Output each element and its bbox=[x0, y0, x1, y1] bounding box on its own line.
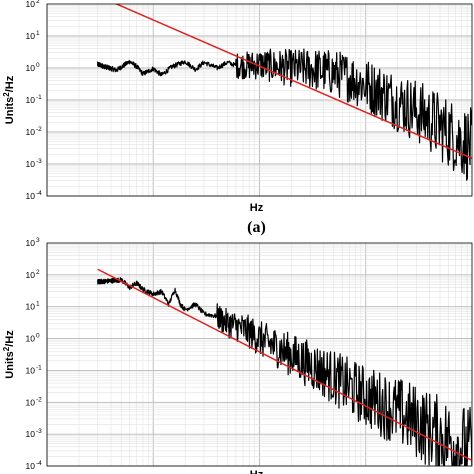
panel-a-x-axis-label: Hz bbox=[250, 202, 264, 214]
y-tick-label: 10-3 bbox=[26, 158, 43, 169]
panel-a-series bbox=[97, 4, 472, 181]
y-tick-label: 101 bbox=[26, 30, 40, 41]
panel-a-gridlines bbox=[46, 4, 472, 197]
y-tick-label: 10-2 bbox=[26, 126, 43, 137]
panel-a-label: (a) bbox=[247, 219, 266, 236]
panel-b-y-axis-label: Units2/Hz bbox=[2, 330, 16, 379]
power-law-fit-line bbox=[114, 4, 472, 160]
panel-b-x-axis-label: Hz bbox=[250, 469, 264, 474]
panel-a-plot-frame bbox=[46, 3, 473, 197]
y-tick-label: 102 bbox=[26, 0, 40, 9]
y-tick-label: 10-1 bbox=[26, 94, 43, 105]
panel-a-y-tick-labels: 102 101 100 10-1 10-2 10-3 10-4 bbox=[26, 0, 43, 201]
y-tick-label: 10-3 bbox=[26, 428, 43, 439]
y-tick-label: 10-4 bbox=[26, 460, 43, 471]
y-tick-label: 103 bbox=[26, 237, 40, 248]
panel-b-plot-frame bbox=[46, 242, 473, 467]
y-tick-label: 10-1 bbox=[26, 364, 43, 375]
y-tick-label: 10-4 bbox=[26, 190, 43, 201]
spectrum-line bbox=[97, 48, 472, 181]
y-tick-label: 100 bbox=[26, 333, 40, 344]
y-tick-label: 100 bbox=[26, 62, 40, 73]
panel-b-series bbox=[97, 268, 472, 466]
y-tick-label: 101 bbox=[26, 301, 40, 312]
panel-a-y-axis-label: Units2/Hz bbox=[2, 75, 16, 124]
panel-b-y-tick-labels: 103 102 101 100 10-1 10-2 10-3 10-4 bbox=[26, 237, 43, 471]
power-law-fit-line bbox=[97, 268, 472, 462]
panel-a-chart: 102 101 100 10-1 10-2 10-3 10-4 Units2/Hz Hz (… bbox=[2, 0, 473, 236]
y-tick-label: 102 bbox=[26, 269, 40, 280]
panel-b-chart: 103 102 101 100 10-1 10-2 10-3 10-4 Units2/Hz H… bbox=[2, 237, 473, 474]
y-tick-label: 10-2 bbox=[26, 396, 43, 407]
